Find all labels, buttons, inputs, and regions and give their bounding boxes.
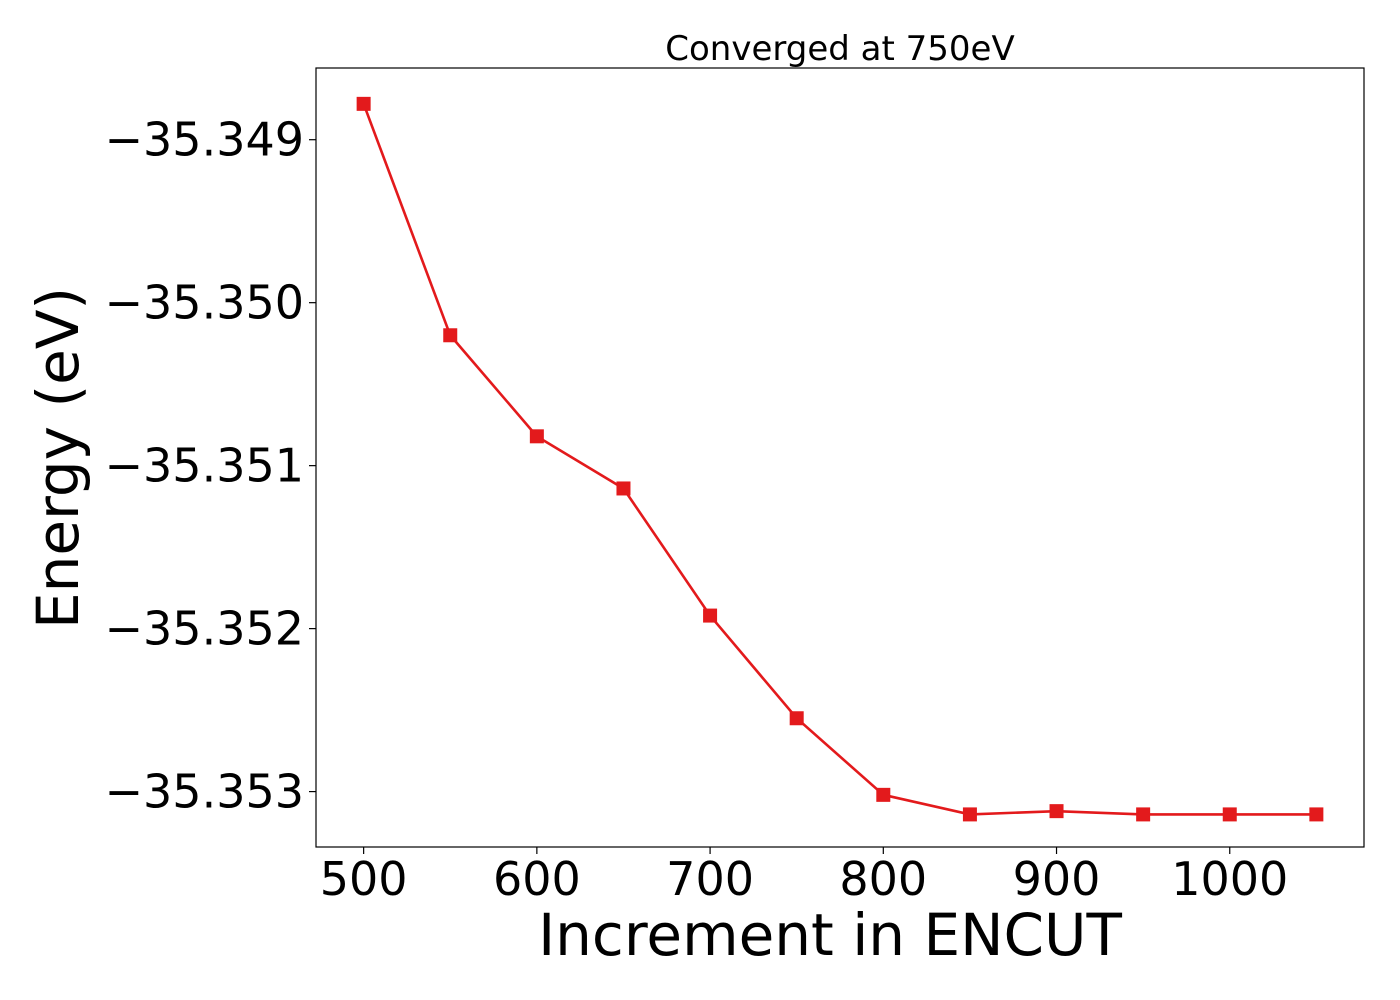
- x-axis: 500 600 700 800 900 1000: [320, 847, 1288, 906]
- data-point-marker: [962, 807, 977, 822]
- chart-title: Converged at 750eV: [665, 29, 1014, 69]
- data-point-marker: [876, 787, 891, 802]
- y-tick-label: −35.352: [105, 602, 305, 656]
- y-axis-label: Energy (eV): [24, 287, 92, 629]
- x-tick-label: 500: [320, 852, 408, 906]
- y-tick-label: −35.350: [105, 276, 305, 330]
- series-markers: [356, 96, 1324, 822]
- data-point-marker: [1222, 807, 1237, 822]
- data-point-marker: [443, 328, 458, 343]
- x-tick-label: 900: [1013, 852, 1101, 906]
- data-point-marker: [703, 608, 718, 623]
- y-tick-label: −35.353: [105, 765, 305, 819]
- x-tick-label: 600: [493, 852, 581, 906]
- data-point-marker: [529, 429, 544, 444]
- x-tick-label: 700: [666, 852, 754, 906]
- y-axis: −35.349 −35.350 −35.351 −35.352 −35.353: [105, 113, 316, 819]
- x-axis-label: Increment in ENCUT: [538, 901, 1122, 969]
- y-tick-label: −35.351: [105, 439, 305, 493]
- x-tick-label: 800: [839, 852, 927, 906]
- x-tick-label: 1000: [1171, 852, 1288, 906]
- data-point-marker: [789, 711, 804, 726]
- data-point-marker: [356, 96, 371, 111]
- data-point-marker: [1136, 807, 1151, 822]
- y-tick-label: −35.349: [105, 113, 305, 167]
- plot-area: [315, 67, 1365, 848]
- data-point-marker: [1049, 804, 1064, 819]
- data-point-marker: [616, 481, 631, 496]
- series-line: [362, 103, 1317, 816]
- data-point-marker: [1309, 807, 1324, 822]
